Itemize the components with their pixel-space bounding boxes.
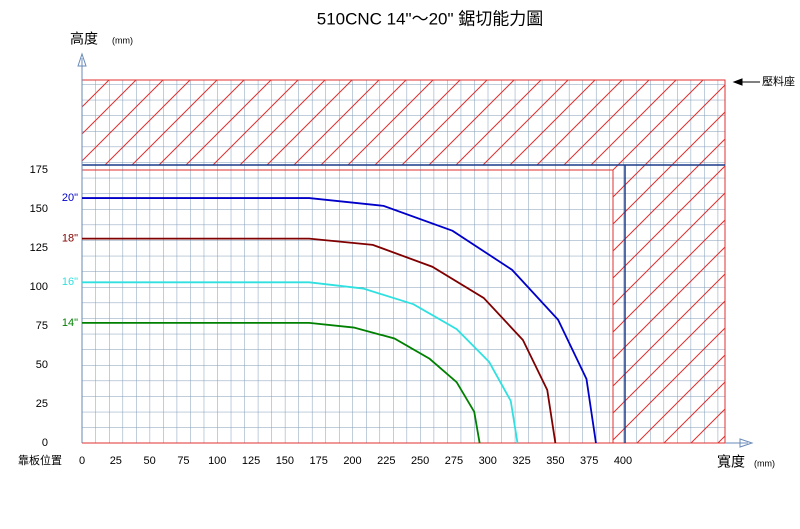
x-tick-label: 325 bbox=[512, 455, 530, 467]
y-tick-label: 25 bbox=[36, 398, 48, 410]
y-tick-label: 75 bbox=[36, 320, 48, 332]
x-tick-label: 375 bbox=[580, 455, 598, 467]
clamp-line bbox=[82, 164, 725, 443]
axis-arrow bbox=[77, 52, 754, 448]
x-axis-label: 寬度 bbox=[717, 454, 745, 470]
x-tick-label: 0 bbox=[79, 455, 85, 467]
limit-zone bbox=[613, 165, 725, 443]
annotation-arrow bbox=[732, 78, 760, 86]
x-tick-label: 175 bbox=[310, 455, 328, 467]
x-tick-label: 75 bbox=[177, 455, 189, 467]
x-tick-label: 50 bbox=[144, 455, 156, 467]
y-tick-label: 50 bbox=[36, 359, 48, 371]
x-tick-label: 250 bbox=[411, 455, 429, 467]
axis bbox=[81, 58, 748, 444]
x-tick-label: 25 bbox=[110, 455, 122, 467]
x-origin-label: 靠板位置 bbox=[18, 453, 62, 467]
curve bbox=[82, 321, 481, 444]
y-tick-label: 125 bbox=[30, 242, 48, 254]
y-tick-label: 175 bbox=[30, 164, 48, 176]
x-tick-label: 400 bbox=[614, 455, 632, 467]
x-tick-label: 125 bbox=[242, 455, 260, 467]
x-tick-label: 300 bbox=[479, 455, 497, 467]
x-tick-label: 150 bbox=[276, 455, 294, 467]
border bbox=[82, 79, 726, 444]
x-axis-unit: (mm) bbox=[754, 458, 775, 468]
series-label: 20" bbox=[62, 192, 78, 204]
curve bbox=[82, 197, 597, 444]
x-tick-label: 225 bbox=[377, 455, 395, 467]
x-tick-label: 200 bbox=[343, 455, 361, 467]
series-label: 16" bbox=[62, 276, 78, 288]
x-tick-label: 275 bbox=[445, 455, 463, 467]
chart-title: 510CNC 14"～20" 鋸切能力圖 bbox=[317, 9, 544, 28]
curve bbox=[82, 281, 519, 444]
clamp-zone bbox=[82, 80, 725, 165]
y-tick-label: 150 bbox=[30, 203, 48, 215]
curve bbox=[82, 237, 557, 444]
series-label: 14" bbox=[62, 317, 78, 329]
y-tick-label: 100 bbox=[30, 281, 48, 293]
y-axis-label: 高度 bbox=[70, 31, 98, 47]
x-tick-label: 100 bbox=[208, 455, 226, 467]
series-label: 18" bbox=[62, 233, 78, 245]
y-tick-label: 0 bbox=[42, 437, 48, 449]
y-axis-unit: (mm) bbox=[112, 35, 133, 45]
annotation: 壓料座 bbox=[762, 74, 795, 88]
x-tick-label: 350 bbox=[546, 455, 564, 467]
